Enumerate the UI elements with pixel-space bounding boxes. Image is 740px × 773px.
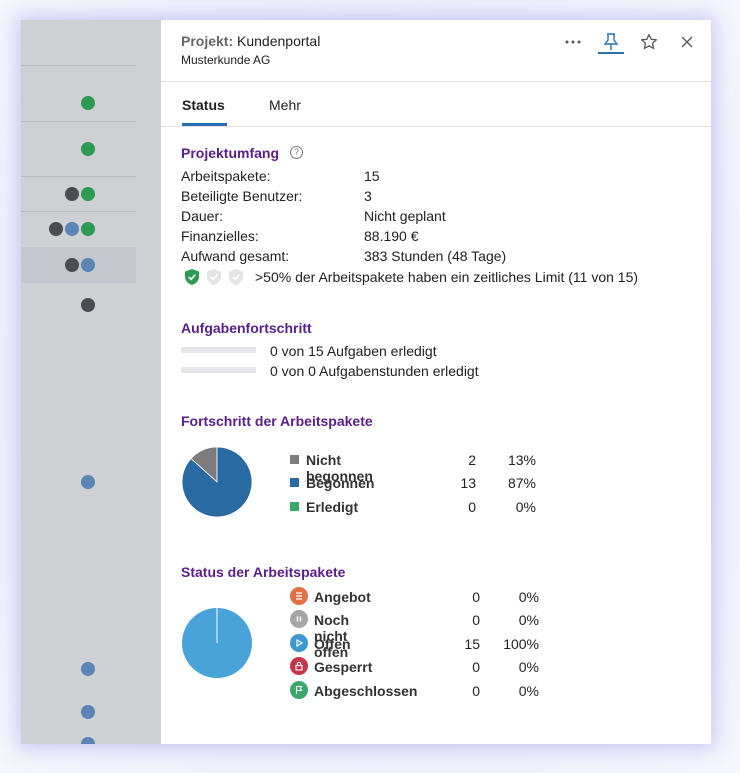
shield-check-icon [229,269,243,285]
legend-count: 13 [460,475,476,491]
status-dot [81,258,95,272]
app-window: Projekt: Kundenportal Musterkunde AG Sta… [21,20,711,744]
status-percent: 0% [518,589,539,605]
legend-swatch [290,455,299,464]
task-progress-text: 0 von 15 Aufgaben erledigt [270,343,437,359]
status-label: Abgeschlossen [314,683,418,699]
progress-pie-slice [181,446,253,518]
scope-value: 383 Stunden (48 Tage) [364,248,507,264]
scope-value: 3 [364,188,372,204]
package-status-pie [182,608,252,678]
scope-value: Nicht geplant [364,208,446,224]
status-label: Angebot [314,589,371,605]
row-divider [21,121,136,122]
star-icon[interactable] [637,30,661,54]
lock-icon [290,657,308,675]
package-status-title: Status der Arbeitspakete [181,564,346,580]
legend-percent: 13% [507,452,536,468]
hours-progress-bar [181,367,256,373]
status-percent: 0% [518,612,539,628]
play-icon [290,634,308,652]
project-name: Kundenportal [237,33,321,49]
tab-mehr[interactable]: Mehr [269,97,301,113]
row-divider [21,176,136,177]
status-dot [65,187,79,201]
scope-label: Aufwand gesamt: [181,248,290,264]
status-percent: 0% [518,683,539,699]
row-divider [21,211,136,212]
status-count: 0 [472,683,480,699]
legend-label: Nicht begonnen [306,452,373,484]
scope-label: Beteiligte Benutzer: [181,188,303,204]
project-label: Projekt: [181,33,234,49]
panel-tabs: Status Mehr [161,82,711,127]
status-dot [49,222,63,236]
scope-title: Projektumfang [181,145,280,161]
legend-percent: 87% [507,475,536,491]
time-limit-text: >50% der Arbeitspakete haben ein zeitlic… [255,269,639,285]
scope-label: Arbeitspakete: [181,168,271,184]
pause-icon [290,610,308,628]
more-horizontal-icon[interactable] [561,30,585,54]
legend-swatch [290,478,299,487]
legend-count: 2 [468,452,476,468]
task-progress-title: Aufgabenfortschritt [181,320,312,336]
flag-icon [290,681,308,699]
status-dot [81,475,95,489]
status-dot [81,705,95,719]
status-count: 0 [472,659,480,675]
project-title: Projekt: Kundenportal [181,33,320,49]
status-dot [81,737,95,744]
close-icon[interactable] [675,30,699,54]
help-icon[interactable]: ? [290,146,303,159]
package-progress-title: Fortschritt der Arbeitspakete [181,413,373,429]
project-details-panel: Projekt: Kundenportal Musterkunde AG Sta… [161,20,711,744]
tab-status[interactable]: Status [182,97,225,113]
legend-swatch [290,502,299,511]
status-count: 0 [472,589,480,605]
customer-name: Musterkunde AG [181,53,271,67]
background-list [21,20,161,744]
pin-icon[interactable] [599,30,623,54]
status-dot [65,222,79,236]
hours-progress-text: 0 von 0 Aufgabenstunden erledigt [270,363,479,379]
shield-check-icon [185,269,199,285]
status-dot [81,222,95,236]
status-dot [81,96,95,110]
package-progress-pie [181,446,253,518]
legend-count: 0 [468,499,476,515]
status-count: 15 [464,636,480,652]
status-dot [81,298,95,312]
status-label: Noch nicht offen [314,612,349,660]
status-count: 0 [472,612,480,628]
scope-label: Dauer: [181,208,224,224]
shield-check-icon [207,269,221,285]
status-label: Gesperrt [314,659,373,675]
scope-value: 88.190 € [364,228,419,244]
active-tab-indicator [182,123,227,126]
task-progress-bar [181,347,256,353]
status-dot [81,662,95,676]
status-percent: 0% [518,659,539,675]
scope-label: Finanzielles: [181,228,259,244]
status-dot [81,142,95,156]
row-divider [21,65,136,66]
status-percent: 100% [503,636,539,652]
legend-label: Erledigt [306,499,359,515]
scope-value: 15 [364,168,380,184]
legend-percent: 0% [515,499,536,515]
status-dot [65,258,79,272]
status-label: Offen [314,636,351,652]
panel-header: Projekt: Kundenportal Musterkunde AG [161,20,711,82]
status-dot [81,187,95,201]
list-icon [290,587,308,605]
pin-active-indicator [598,52,624,54]
legend-label: Begonnen [306,475,375,491]
